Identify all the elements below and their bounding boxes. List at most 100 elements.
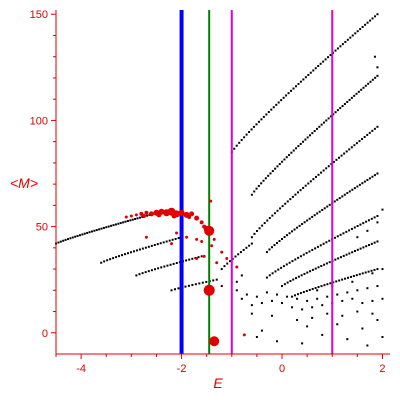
- black-point: [348, 229, 351, 232]
- black-point: [265, 251, 268, 254]
- black-point: [311, 268, 314, 271]
- black-point: [122, 221, 125, 224]
- black-point: [271, 272, 274, 275]
- black-point: [347, 276, 350, 279]
- black-point: [237, 253, 240, 256]
- black-point: [373, 268, 376, 271]
- black-point: [368, 244, 371, 247]
- black-point: [301, 342, 304, 345]
- black-point: [306, 325, 309, 328]
- black-point: [215, 278, 218, 281]
- black-point: [278, 163, 281, 166]
- black-point: [223, 265, 226, 268]
- black-point: [273, 244, 276, 247]
- black-point: [281, 285, 284, 288]
- black-point: [353, 187, 356, 190]
- black-point: [348, 148, 351, 151]
- black-point: [358, 183, 361, 186]
- black-point: [328, 261, 331, 264]
- black-point: [248, 131, 251, 134]
- red-point: [199, 220, 204, 225]
- black-point: [320, 123, 323, 126]
- black-point: [364, 23, 367, 26]
- black-point: [297, 82, 300, 85]
- black-point: [336, 323, 339, 326]
- black-point: [282, 96, 285, 99]
- black-point: [307, 182, 310, 185]
- black-point: [346, 192, 349, 195]
- black-point: [306, 299, 309, 302]
- black-point: [301, 308, 304, 311]
- black-point: [169, 263, 172, 266]
- black-point: [346, 100, 349, 103]
- black-point: [341, 278, 344, 281]
- black-point: [245, 133, 248, 136]
- red-point: [194, 215, 200, 221]
- black-point: [296, 297, 299, 300]
- black-point: [339, 107, 342, 110]
- black-point: [309, 71, 312, 74]
- black-point: [287, 92, 290, 95]
- black-point: [297, 145, 300, 148]
- black-point: [316, 289, 319, 292]
- black-point: [105, 226, 108, 229]
- black-point: [356, 248, 359, 251]
- black-point: [376, 125, 379, 128]
- black-point: [376, 221, 379, 224]
- black-point: [93, 229, 96, 232]
- black-point: [302, 186, 305, 189]
- black-point: [351, 280, 354, 283]
- black-point: [233, 147, 236, 150]
- black-point: [291, 260, 294, 263]
- black-point: [238, 141, 241, 144]
- black-point: [359, 247, 362, 250]
- black-point: [373, 216, 376, 219]
- black-point: [159, 242, 162, 245]
- black-point: [351, 297, 354, 300]
- black-point: [284, 202, 287, 205]
- black-point: [371, 299, 374, 302]
- black-point: [291, 306, 294, 309]
- black-point: [103, 260, 106, 263]
- black-point: [296, 226, 299, 229]
- black-point: [302, 253, 305, 256]
- black-point: [160, 266, 163, 269]
- black-point: [275, 241, 278, 244]
- black-point: [311, 248, 314, 251]
- black-point: [177, 287, 180, 290]
- black-point: [162, 241, 165, 244]
- red-point: [178, 209, 185, 216]
- black-point: [373, 241, 376, 244]
- black-point: [336, 198, 339, 201]
- red-point: [189, 211, 195, 217]
- black-point: [175, 262, 178, 265]
- black-point: [263, 222, 266, 225]
- black-point: [312, 69, 315, 72]
- red-point: [141, 213, 146, 218]
- black-point: [194, 283, 197, 286]
- black-point: [305, 252, 308, 255]
- black-point: [338, 279, 341, 282]
- black-point: [228, 260, 231, 263]
- black-point: [88, 231, 91, 234]
- black-point: [361, 182, 364, 185]
- black-point: [69, 237, 72, 240]
- black-point: [355, 92, 358, 95]
- black-point: [255, 336, 258, 339]
- black-point: [74, 235, 77, 238]
- y-tick-label: 150: [30, 9, 48, 21]
- black-point: [320, 285, 323, 288]
- red-point: [210, 244, 214, 248]
- black-point: [311, 132, 314, 135]
- black-point: [117, 222, 120, 225]
- black-point: [354, 32, 357, 35]
- black-point: [260, 182, 263, 185]
- y-axis-title: <M>: [10, 175, 38, 191]
- black-point: [364, 271, 367, 274]
- black-point: [376, 285, 379, 288]
- black-point: [280, 99, 283, 102]
- black-point: [308, 250, 311, 253]
- black-point: [276, 209, 279, 212]
- black-point: [95, 229, 98, 232]
- black-point: [365, 220, 368, 223]
